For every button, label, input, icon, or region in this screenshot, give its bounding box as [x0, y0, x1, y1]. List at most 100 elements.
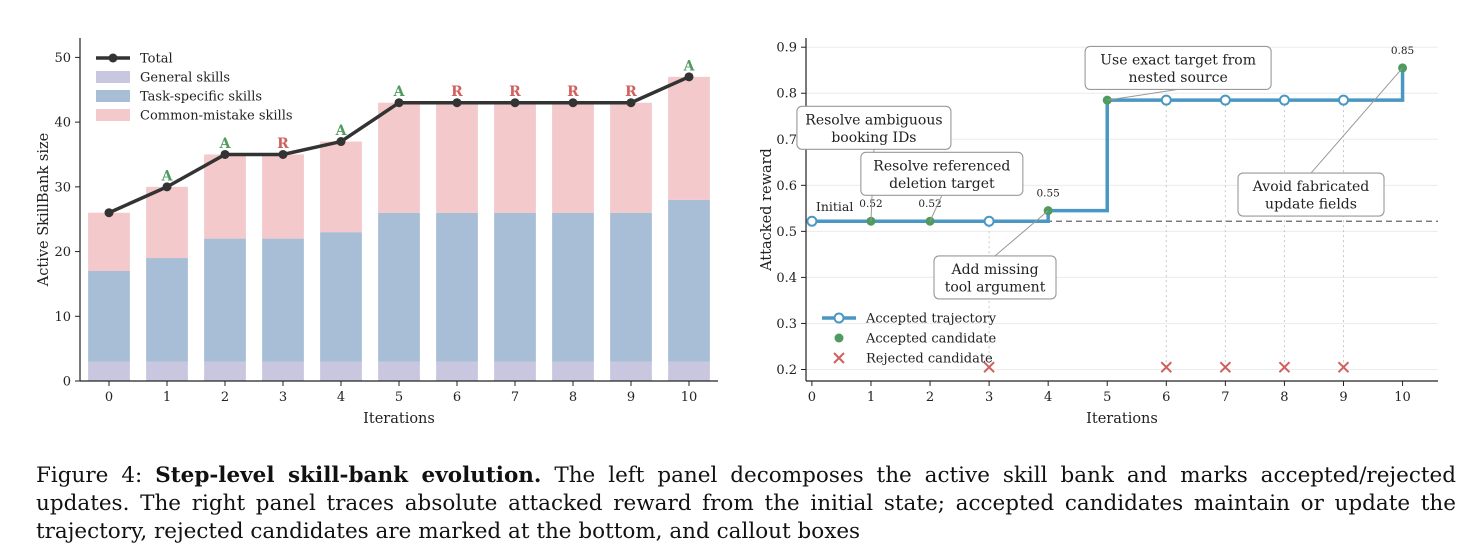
left-y-tick-label-50: 50: [54, 51, 71, 66]
left-x-axis-label: Iterations: [363, 411, 435, 427]
bar-task-specific-skills-6: [436, 212, 478, 362]
accepted-trajectory-line: [811, 67, 1405, 223]
callout-text-0-1: booking IDs: [831, 130, 916, 146]
right-x-tick-label-0: 0: [808, 390, 816, 405]
trajectory-point-7: [1219, 94, 1231, 106]
callout-box-4: [1237, 172, 1385, 217]
bar-common-mistake-skills-10: [668, 76, 710, 200]
rejected-candidate-9: [1337, 361, 1350, 373]
update-marker-5: A: [393, 84, 406, 100]
legend-label-0: General skills: [140, 71, 230, 86]
left-x-tick-label-4: 4: [337, 390, 345, 405]
bar-task-specific-skills-4: [320, 232, 362, 362]
bar-common-mistake-skills-1: [146, 186, 188, 259]
left-y-tick-label-10: 10: [54, 310, 71, 325]
bar-common-mistake-skills-5: [378, 102, 420, 213]
left-x-tick-label-1: 1: [163, 390, 171, 405]
bar-general-skills-8: [552, 361, 594, 381]
total-point-3: [278, 149, 288, 159]
legend-trajectory-label: Accepted trajectory: [865, 312, 997, 327]
legend-accepted-label: Accepted candidate: [865, 332, 997, 347]
trajectory-point-9: [1337, 94, 1349, 106]
right-x-tick-label-5: 5: [1103, 390, 1111, 405]
left-y-tick-label-30: 30: [54, 180, 71, 195]
left-chart-skillbank-size: 0 10 20 30 40 50 0 1 2 3 4 5 6 7 8 9 10 Iterations Active …: [36, 38, 718, 427]
left-x-tick-label-6: 6: [453, 390, 461, 405]
bar-common-mistake-skills-7: [494, 102, 536, 213]
bar-general-skills-2: [204, 361, 246, 381]
trajectory-point-6: [1160, 94, 1172, 106]
left-y-tick-label-20: 20: [54, 245, 71, 260]
right-y-tick-label-0.5: 0.5: [776, 225, 797, 240]
left-x-tick-label-5: 5: [395, 390, 403, 405]
rejected-candidate-6: [1160, 361, 1173, 373]
rejected-candidate-7: [1219, 361, 1232, 373]
value-label-4: 0.55: [1036, 188, 1059, 200]
right-y-tick-label-0.6: 0.6: [776, 179, 797, 194]
callout-leader-2: [994, 210, 1049, 257]
left-y-axis-label: Active SkillBank size: [36, 133, 52, 287]
legend-label-1: Task-specific skills: [140, 90, 262, 105]
total-point-1: [162, 182, 172, 192]
total-point-2: [220, 149, 230, 159]
bar-task-specific-skills-0: [88, 270, 130, 362]
callout-text-3-0: Use exact target from: [1100, 52, 1256, 68]
legend-label-2: Common-mistake skills: [140, 109, 293, 124]
right-y-tick-label-0.7: 0.7: [776, 133, 797, 148]
right-y-tick-label-0.4: 0.4: [776, 271, 797, 286]
total-point-5: [394, 98, 404, 108]
bar-common-mistake-skills-4: [320, 141, 362, 233]
bar-task-specific-skills-7: [494, 212, 536, 362]
bar-general-skills-7: [494, 361, 536, 381]
callout-text-0-0: Resolve ambiguous: [805, 112, 942, 128]
bar-general-skills-6: [436, 361, 478, 381]
total-point-9: [626, 98, 636, 108]
caption-text: The left panel decomposes the active ski…: [36, 463, 1456, 544]
bar-common-mistake-skills-3: [262, 154, 304, 239]
caption-bold-title: Step-level skill-bank evolution.: [155, 463, 542, 488]
callout-text-1-1: deletion target: [889, 176, 995, 192]
right-x-tick-label-1: 1: [867, 390, 875, 405]
callout-text-2-1: tool argument: [945, 279, 1046, 295]
update-marker-1: A: [161, 168, 174, 184]
callout-leader-1: [929, 195, 943, 222]
total-point-10: [684, 72, 694, 82]
left-x-tick-label-2: 2: [221, 390, 229, 405]
trajectory-point-3: [983, 215, 995, 227]
right-x-tick-label-3: 3: [985, 390, 993, 405]
bar-task-specific-skills-3: [262, 238, 304, 362]
figure-caption: Figure 4: Step-level skill-bank evolutio…: [36, 462, 1456, 546]
legend-swatch-2: [96, 109, 130, 121]
legend-swatch-0: [96, 71, 130, 83]
callout-text-4-0: Avoid fabricated: [1252, 179, 1370, 195]
left-y-tick-label-40: 40: [54, 116, 71, 131]
bar-general-skills-1: [146, 361, 188, 381]
callout-text-2-0: Add missing: [950, 262, 1038, 278]
update-marker-9: R: [625, 84, 637, 100]
right-y-tick-label-0.2: 0.2: [776, 363, 797, 378]
legend-rejected-marker: [833, 352, 845, 364]
legend-total-label: Total: [140, 52, 173, 67]
left-x-tick-label-9: 9: [627, 390, 635, 405]
bar-general-skills-10: [668, 361, 710, 381]
right-chart-attacked-reward: 0.2 0.3 0.4 0.5 0.6 0.7 0.8 0.9 0 1 2 3 4 5 6 7 8 9 10 Iter…: [759, 38, 1438, 427]
bar-common-mistake-skills-2: [204, 154, 246, 239]
left-y-tick-label-0: 0: [63, 375, 71, 390]
left-x-tick-label-0: 0: [105, 390, 113, 405]
bar-task-specific-skills-1: [146, 258, 188, 362]
bar-general-skills-9: [610, 361, 652, 381]
bar-task-specific-skills-2: [204, 238, 246, 362]
right-y-axis-label: Attacked reward: [759, 148, 775, 272]
right-x-tick-label-8: 8: [1280, 390, 1288, 405]
legend-accepted-marker: [834, 333, 844, 343]
total-point-6: [452, 98, 462, 108]
caption-label: Figure 4:: [36, 463, 143, 488]
callout-text-1-0: Resolve referenced: [873, 158, 1010, 174]
value-label-1: 0.52: [859, 198, 882, 210]
legend-trajectory-marker: [833, 312, 845, 324]
total-point-4: [336, 137, 346, 147]
callout-box-2: [933, 255, 1057, 300]
bar-common-mistake-skills-0: [88, 212, 130, 271]
callout-box-1: [860, 151, 1024, 196]
